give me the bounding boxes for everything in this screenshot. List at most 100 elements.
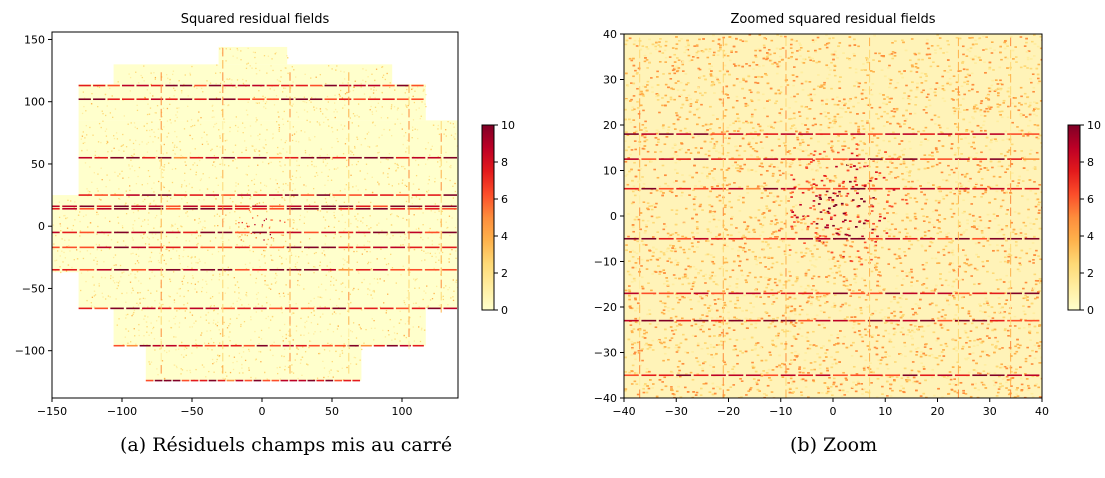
residual-speck <box>271 58 273 60</box>
residual-speck <box>817 299 821 302</box>
residual-speck <box>934 123 937 125</box>
residual-speck <box>913 325 917 327</box>
residual-speck <box>294 76 297 78</box>
residual-speck <box>1023 159 1027 162</box>
residual-speck <box>161 274 163 276</box>
residual-speck <box>247 303 250 306</box>
residual-speck <box>100 167 102 169</box>
residual-speck <box>194 148 196 150</box>
residual-speck <box>310 311 313 314</box>
residual-speck <box>650 289 653 292</box>
residual-speck <box>434 252 436 255</box>
residual-speck <box>838 190 841 193</box>
residual-speck <box>1035 136 1039 139</box>
residual-speck <box>267 162 270 165</box>
residual-speck <box>645 368 649 370</box>
residual-speck <box>428 230 430 232</box>
residual-speck <box>300 317 302 320</box>
residual-speck <box>440 155 442 157</box>
residual-speck <box>438 304 440 307</box>
residual-speck <box>246 192 249 195</box>
residual-speck <box>169 119 171 121</box>
residual-speck <box>273 341 275 343</box>
residual-speck <box>154 76 157 79</box>
residual-speck <box>631 347 634 349</box>
residual-speck <box>266 72 268 74</box>
residual-speck <box>242 346 244 349</box>
residual-speck <box>982 35 985 38</box>
residual-speck <box>264 275 266 277</box>
residual-speck <box>159 118 161 121</box>
residual-speck <box>365 163 368 165</box>
residual-speck <box>163 245 165 247</box>
residual-speck <box>928 104 932 107</box>
residual-speck <box>262 201 265 204</box>
residual-speck <box>143 335 145 337</box>
residual-speck <box>162 176 164 179</box>
residual-speck <box>219 273 221 275</box>
residual-speck <box>85 214 87 216</box>
residual-speck <box>357 270 359 273</box>
residual-speck <box>224 378 226 380</box>
residual-speck <box>330 276 333 278</box>
residual-speck <box>230 305 232 308</box>
residual-speck <box>878 285 881 288</box>
residual-speck <box>418 227 420 230</box>
residual-speck <box>280 263 283 265</box>
residual-speck <box>205 376 207 378</box>
residual-speck <box>427 189 430 192</box>
residual-speck <box>355 185 357 187</box>
residual-speck <box>370 201 372 204</box>
residual-speck <box>226 375 228 377</box>
residual-speck <box>916 179 920 182</box>
residual-speck <box>302 100 304 103</box>
residual-speck <box>119 264 122 267</box>
residual-speck <box>140 74 142 77</box>
residual-speck <box>292 312 294 314</box>
residual-speck <box>841 382 844 385</box>
colorbar-tick-label: 4 <box>501 230 508 243</box>
residual-speck <box>415 174 418 177</box>
residual-speck <box>279 161 281 163</box>
residual-speck <box>189 155 191 158</box>
residual-speck <box>220 176 222 178</box>
residual-speck <box>269 88 271 90</box>
residual-speck <box>176 111 179 113</box>
residual-speck <box>278 124 280 126</box>
residual-speck <box>253 96 255 99</box>
residual-speck <box>320 148 322 150</box>
residual-speck <box>206 283 208 285</box>
residual-speck <box>159 252 161 254</box>
residual-speck <box>200 117 202 119</box>
residual-speck <box>1040 361 1042 364</box>
residual-speck <box>162 185 165 187</box>
residual-speck <box>326 265 328 267</box>
residual-speck <box>315 172 318 174</box>
residual-speck <box>226 139 228 141</box>
x-tick-label: 50 <box>325 405 339 418</box>
residual-speck <box>671 65 675 67</box>
residual-speck <box>271 85 273 88</box>
residual-speck <box>109 87 111 90</box>
residual-speck <box>165 235 168 238</box>
residual-speck <box>128 165 130 167</box>
residual-speck <box>281 91 284 93</box>
residual-speck <box>1020 95 1023 98</box>
residual-speck <box>260 189 262 192</box>
residual-speck <box>138 217 140 220</box>
residual-speck <box>356 261 358 263</box>
residual-speck <box>687 265 691 268</box>
residual-speck <box>280 306 283 308</box>
residual-speck <box>374 97 376 99</box>
residual-speck <box>794 350 797 353</box>
residual-speck <box>343 346 345 348</box>
residual-speck <box>191 186 193 189</box>
residual-speck <box>255 121 257 123</box>
residual-speck <box>978 372 982 375</box>
residual-speck <box>718 81 721 84</box>
residual-speck <box>223 81 225 83</box>
residual-speck <box>282 123 285 126</box>
residual-speck <box>1019 66 1023 69</box>
residual-speck <box>53 248 55 250</box>
residual-speck <box>224 371 227 374</box>
